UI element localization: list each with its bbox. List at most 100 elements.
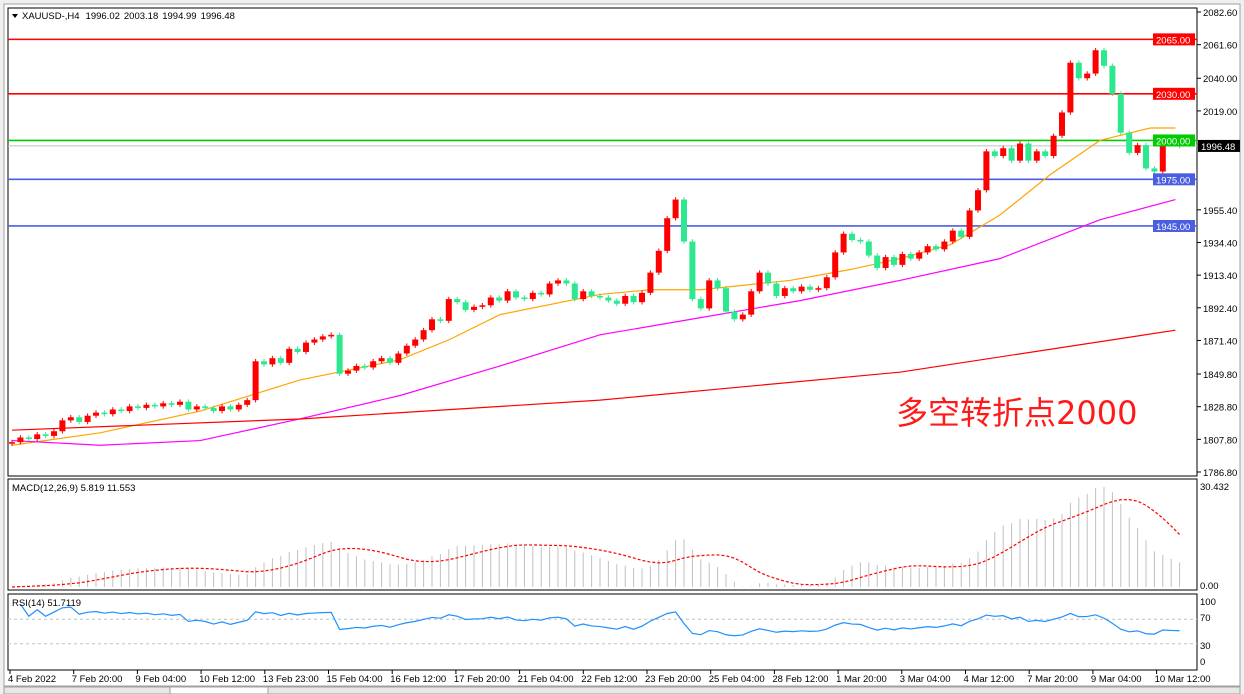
chart-tab-active[interactable] <box>169 686 269 694</box>
candle-body <box>67 417 74 421</box>
candle-body <box>849 233 855 240</box>
level-label: 2065.00 <box>1156 35 1190 46</box>
candle-body <box>345 370 351 374</box>
candle-body <box>706 280 713 309</box>
candle-body <box>151 404 158 407</box>
candle-body <box>513 291 519 298</box>
candle-body <box>546 283 553 295</box>
candle-body <box>991 151 998 157</box>
time-label: 10 Mar 12:00 <box>1155 674 1211 685</box>
candle-body <box>403 345 410 354</box>
time-label: 21 Feb 04:00 <box>518 674 574 685</box>
candle-body <box>1000 148 1007 157</box>
candle-body <box>59 420 66 432</box>
candle-body <box>353 365 360 371</box>
candle-body <box>891 257 897 265</box>
candle-body <box>832 252 839 278</box>
candle-body <box>294 348 301 352</box>
candle-body <box>1126 132 1133 153</box>
candle-body <box>815 288 822 290</box>
time-label: 1 Mar 20:00 <box>836 674 887 685</box>
candle-body <box>773 283 780 296</box>
candle-body <box>529 292 536 300</box>
candle-body <box>647 272 654 293</box>
candle-body <box>93 412 99 416</box>
rsi-line <box>19 603 1180 637</box>
candle-body <box>202 406 209 408</box>
candle-body <box>1143 145 1149 169</box>
candle-body <box>160 403 167 407</box>
chart-header: XAUUSD-,H4 1996.02 2003.18 1994.99 1996.48 <box>12 11 235 22</box>
current-price-label: 1996.48 <box>1201 142 1235 153</box>
candle-body <box>857 239 864 242</box>
candle-body <box>454 299 461 303</box>
candle-body <box>723 288 729 312</box>
candle-body <box>1159 140 1166 172</box>
candle-body <box>538 292 545 295</box>
candle-body <box>471 306 477 310</box>
time-label: 17 Feb 20:00 <box>454 674 510 685</box>
candle-body <box>487 297 494 306</box>
macd-max-label: 30.432 <box>1200 482 1229 493</box>
macd-zero-label: 0.00 <box>1200 581 1219 592</box>
macd-pane[interactable] <box>7 478 1198 591</box>
candle-body <box>286 348 293 363</box>
chart-tab[interactable] <box>3 686 171 694</box>
candle-body <box>412 339 419 346</box>
time-label: 4 Mar 12:00 <box>964 674 1015 685</box>
candle-body <box>798 286 805 292</box>
candle-body <box>185 401 192 410</box>
main-price-pane[interactable] <box>7 7 1198 477</box>
candle-body <box>504 291 511 301</box>
candle-body <box>387 358 393 363</box>
level-label-box <box>1153 33 1195 46</box>
time-label: 16 Feb 12:00 <box>390 674 446 685</box>
price-tick-label: 1934.40 <box>1203 238 1237 249</box>
candle-body <box>1059 112 1065 136</box>
candle-body <box>605 297 612 301</box>
time-label: 4 Feb 2022 <box>8 674 56 685</box>
time-label: 15 Feb 04:00 <box>327 674 383 685</box>
candle-body <box>714 280 721 289</box>
candle-body <box>555 280 561 284</box>
candle-body <box>823 277 830 289</box>
candle-body <box>9 442 15 444</box>
candle-body <box>336 334 343 374</box>
time-label: 7 Feb 20:00 <box>72 674 123 685</box>
candle-body <box>865 241 872 256</box>
annotation-text: 多空转折点2000 <box>896 394 1137 432</box>
candle-body <box>924 246 931 253</box>
price-tick-label: 2082.60 <box>1203 8 1237 19</box>
chart-tab[interactable] <box>267 686 1241 694</box>
candle-body <box>462 302 469 310</box>
candle-body <box>1067 62 1074 113</box>
time-label: 10 Feb 12:00 <box>199 674 255 685</box>
candle-body <box>496 297 503 301</box>
rsi-pane[interactable] <box>7 593 1198 671</box>
candle-body <box>1117 93 1124 133</box>
candle-body <box>370 361 377 368</box>
candle-body <box>319 336 326 340</box>
price-tick-label: 1955.40 <box>1203 206 1237 217</box>
candle-body <box>958 230 965 237</box>
candle-body <box>580 291 587 300</box>
candle-body <box>25 437 32 440</box>
candle-body <box>1008 148 1015 161</box>
candle-body <box>807 286 813 290</box>
candle-body <box>1050 135 1057 157</box>
collapse-triangle-icon[interactable] <box>12 14 18 18</box>
time-label: 22 Feb 12:00 <box>581 674 637 685</box>
candle-body <box>790 288 797 292</box>
candle-body <box>244 400 251 405</box>
candle-body <box>739 314 746 320</box>
level-label-box <box>1153 219 1195 232</box>
ohlc-low: 1994.99 <box>162 11 196 22</box>
candle-body <box>17 437 24 443</box>
candle-body <box>1101 50 1107 66</box>
level-label-box <box>1153 134 1195 147</box>
candle-body <box>219 406 225 412</box>
candle-body <box>261 361 267 365</box>
candle-body <box>1025 143 1032 161</box>
level-label-box <box>1153 87 1195 100</box>
